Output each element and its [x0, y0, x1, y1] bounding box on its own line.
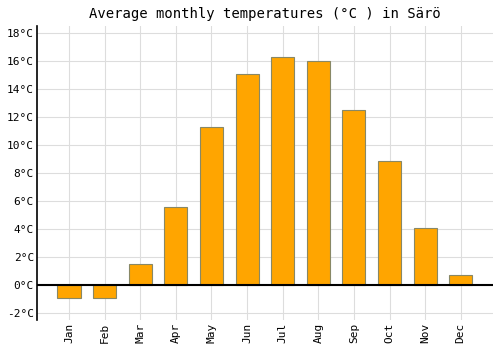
Bar — [200, 127, 223, 285]
Bar — [164, 207, 188, 285]
Bar — [414, 228, 436, 285]
Bar — [378, 161, 401, 285]
Bar — [58, 285, 80, 298]
Title: Average monthly temperatures (°C ) in Särö: Average monthly temperatures (°C ) in Sä… — [89, 7, 441, 21]
Bar — [306, 61, 330, 285]
Bar — [236, 74, 258, 285]
Bar — [271, 57, 294, 285]
Bar — [449, 275, 472, 285]
Bar — [128, 264, 152, 285]
Bar — [342, 110, 365, 285]
Bar — [93, 285, 116, 298]
